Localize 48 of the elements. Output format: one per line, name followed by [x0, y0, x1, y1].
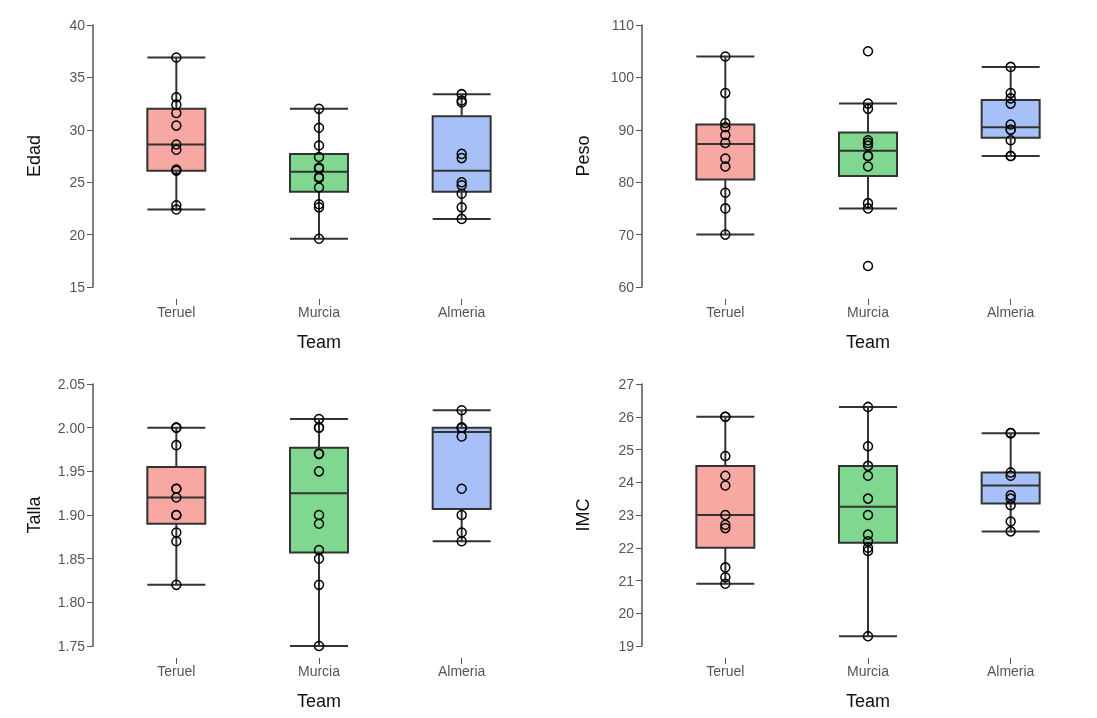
y-tick-label: 19 — [618, 638, 635, 654]
x-tick-label: Murcia — [297, 304, 341, 320]
y-tick-label: 21 — [618, 572, 635, 589]
y-tick-label: 20 — [618, 605, 635, 622]
x-axis-title: Team — [296, 691, 342, 711]
y-tick-label: 70 — [618, 226, 635, 243]
y-tick-label: 60 — [618, 279, 635, 295]
y-tick-label: 35 — [69, 69, 86, 86]
y-tick-label: 15 — [69, 279, 86, 295]
x-tick-label: Teruel — [157, 663, 196, 679]
y-tick-label: 25 — [69, 174, 86, 191]
y-tick-label: 25 — [618, 441, 635, 458]
y-axis-title: Edad — [24, 134, 44, 178]
x-axis-title: Team — [845, 691, 891, 711]
y-tick-label: 23 — [618, 507, 635, 523]
y-tick-label: 26 — [618, 408, 635, 425]
y-tick-label: 110 — [611, 17, 635, 33]
x-tick-label: Almeria — [437, 663, 486, 679]
x-tick-label: Teruel — [157, 304, 196, 320]
x-axis-title: Team — [845, 332, 891, 352]
y-axis-title: Talla — [24, 495, 44, 534]
y-tick-label: 40 — [69, 17, 86, 33]
y-tick-label: 30 — [69, 121, 86, 138]
x-tick-label: Murcia — [846, 304, 890, 320]
y-tick-label: 1.85 — [57, 550, 86, 567]
x-axis-title: Team — [296, 332, 342, 352]
y-tick-label: 2.00 — [57, 419, 86, 436]
y-tick-label: 22 — [618, 539, 635, 556]
y-tick-label: 24 — [618, 474, 635, 491]
y-tick-label: 100 — [610, 69, 635, 86]
y-tick-label: 1.90 — [57, 507, 86, 523]
x-tick-label: Teruel — [706, 663, 745, 679]
x-tick-label: Almeria — [986, 663, 1035, 679]
y-tick-label: 1.75 — [57, 638, 86, 654]
x-tick-label: Teruel — [706, 304, 745, 320]
y-tick-label: 2.05 — [57, 376, 86, 392]
x-tick-label: Almeria — [986, 304, 1035, 320]
y-axis-title: Peso — [573, 135, 593, 177]
y-tick-label: 80 — [618, 174, 635, 191]
y-tick-label: 90 — [618, 121, 635, 138]
y-tick-label: 20 — [69, 226, 86, 243]
y-tick-label: 1.95 — [57, 463, 86, 480]
x-tick-label: Murcia — [297, 663, 341, 679]
y-tick-label: 27 — [618, 376, 635, 392]
x-tick-label: Murcia — [846, 663, 890, 679]
x-tick-label: Almeria — [437, 304, 486, 320]
y-tick-label: 1.80 — [57, 594, 86, 611]
y-axis-title: IMC — [573, 498, 593, 532]
